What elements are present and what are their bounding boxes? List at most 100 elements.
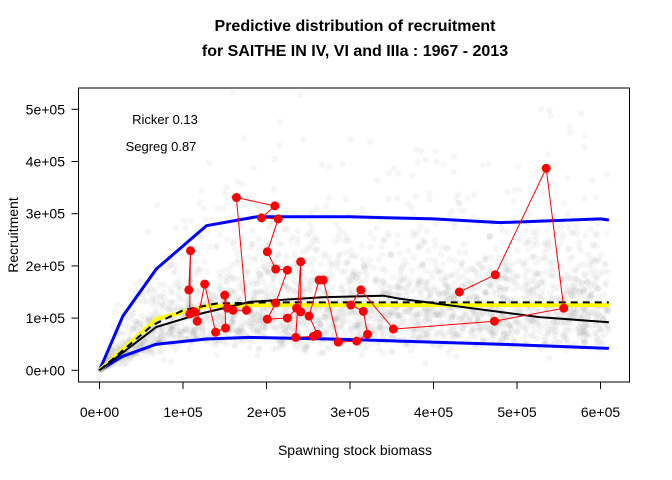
cloud-point (448, 271, 455, 278)
observed-point (312, 329, 322, 339)
cloud-point (441, 296, 448, 303)
cloud-point (533, 335, 541, 343)
observed-point (228, 305, 238, 315)
cloud-point (275, 328, 282, 336)
cloud-point (491, 279, 498, 286)
cloud-point (132, 318, 140, 325)
cloud-point (380, 236, 387, 244)
plot-frame (78, 87, 630, 383)
cloud-point (338, 324, 345, 331)
cloud-point (396, 315, 403, 322)
cloud-point (465, 224, 472, 232)
cloud-point (248, 240, 256, 248)
cloud-point (501, 293, 509, 301)
cloud-point (390, 165, 398, 172)
cloud-point (262, 325, 269, 332)
cloud-point (449, 313, 457, 320)
cloud-point (544, 245, 551, 253)
cloud-point (448, 313, 455, 321)
cloud-point (148, 349, 155, 357)
cloud-point (395, 312, 402, 319)
cloud-point (533, 292, 540, 299)
cloud-point (247, 278, 254, 285)
cloud-point (228, 318, 236, 325)
cloud-point (576, 239, 583, 246)
cloud-point (294, 227, 301, 234)
cloud-point (255, 345, 263, 353)
cloud-point (472, 293, 479, 300)
cloud-point (231, 319, 238, 326)
cloud-point (293, 288, 300, 295)
cloud-point (443, 273, 451, 281)
cloud-point (442, 289, 449, 297)
cloud-point (137, 277, 145, 285)
cloud-point (405, 282, 413, 290)
cloud-point (521, 325, 529, 332)
cloud-point (485, 160, 493, 168)
cloud-point (185, 334, 192, 341)
cloud-point (528, 277, 535, 284)
cloud-point (402, 341, 410, 349)
cloud-point (408, 204, 415, 212)
cloud-point (349, 330, 356, 337)
cloud-point (257, 312, 264, 320)
cloud-point (179, 328, 186, 336)
cloud-point (512, 279, 519, 287)
cloud-point (136, 324, 144, 331)
cloud-point (587, 268, 594, 276)
cloud-point (523, 287, 530, 295)
cloud-point (260, 263, 267, 271)
cloud-point (238, 296, 245, 304)
cloud-point (176, 285, 183, 292)
cloud-point (299, 286, 307, 294)
cloud-point (533, 259, 540, 267)
cloud-point (390, 274, 397, 281)
cloud-point (341, 329, 349, 337)
cloud-point (157, 348, 165, 356)
cloud-point (349, 273, 357, 280)
cloud-point (458, 260, 465, 267)
cloud-point (415, 334, 422, 342)
cloud-point (233, 328, 240, 335)
cloud-point (343, 312, 351, 319)
cloud-point (577, 110, 585, 117)
cloud-point (409, 172, 416, 179)
cloud-point (340, 317, 348, 325)
cloud-point (456, 315, 464, 323)
cloud-point (327, 324, 335, 332)
cloud-point (409, 232, 417, 240)
cloud-point (289, 325, 296, 332)
cloud-point (505, 329, 512, 337)
cloud-point (528, 332, 535, 340)
cloud-point (176, 295, 183, 302)
cloud-point (586, 291, 594, 299)
cloud-point (415, 320, 423, 328)
cloud-point (189, 332, 197, 339)
cloud-point (401, 308, 408, 315)
cloud-point (340, 229, 347, 236)
cloud-point (120, 337, 127, 345)
cloud-point (447, 294, 455, 301)
cloud-point (167, 284, 174, 292)
cloud-point (579, 289, 587, 296)
cloud-point (279, 330, 287, 337)
cloud-point (570, 310, 577, 317)
cloud-point (584, 312, 592, 319)
observed-point (356, 285, 366, 295)
cloud-point (524, 319, 532, 326)
cloud-point (405, 281, 412, 288)
cloud-point (349, 309, 357, 316)
simulation-cloud (96, 89, 612, 374)
cloud-point (419, 261, 427, 268)
cloud-point (496, 337, 504, 344)
cloud-point (576, 328, 583, 335)
cloud-point (421, 331, 428, 338)
cloud-point (575, 244, 583, 251)
cloud-point (352, 309, 360, 316)
cloud-point (451, 256, 458, 264)
cloud-point (431, 148, 439, 155)
cloud-point (384, 308, 392, 315)
cloud-point (545, 354, 553, 362)
cloud-point (376, 319, 384, 326)
cloud-point (260, 327, 267, 334)
